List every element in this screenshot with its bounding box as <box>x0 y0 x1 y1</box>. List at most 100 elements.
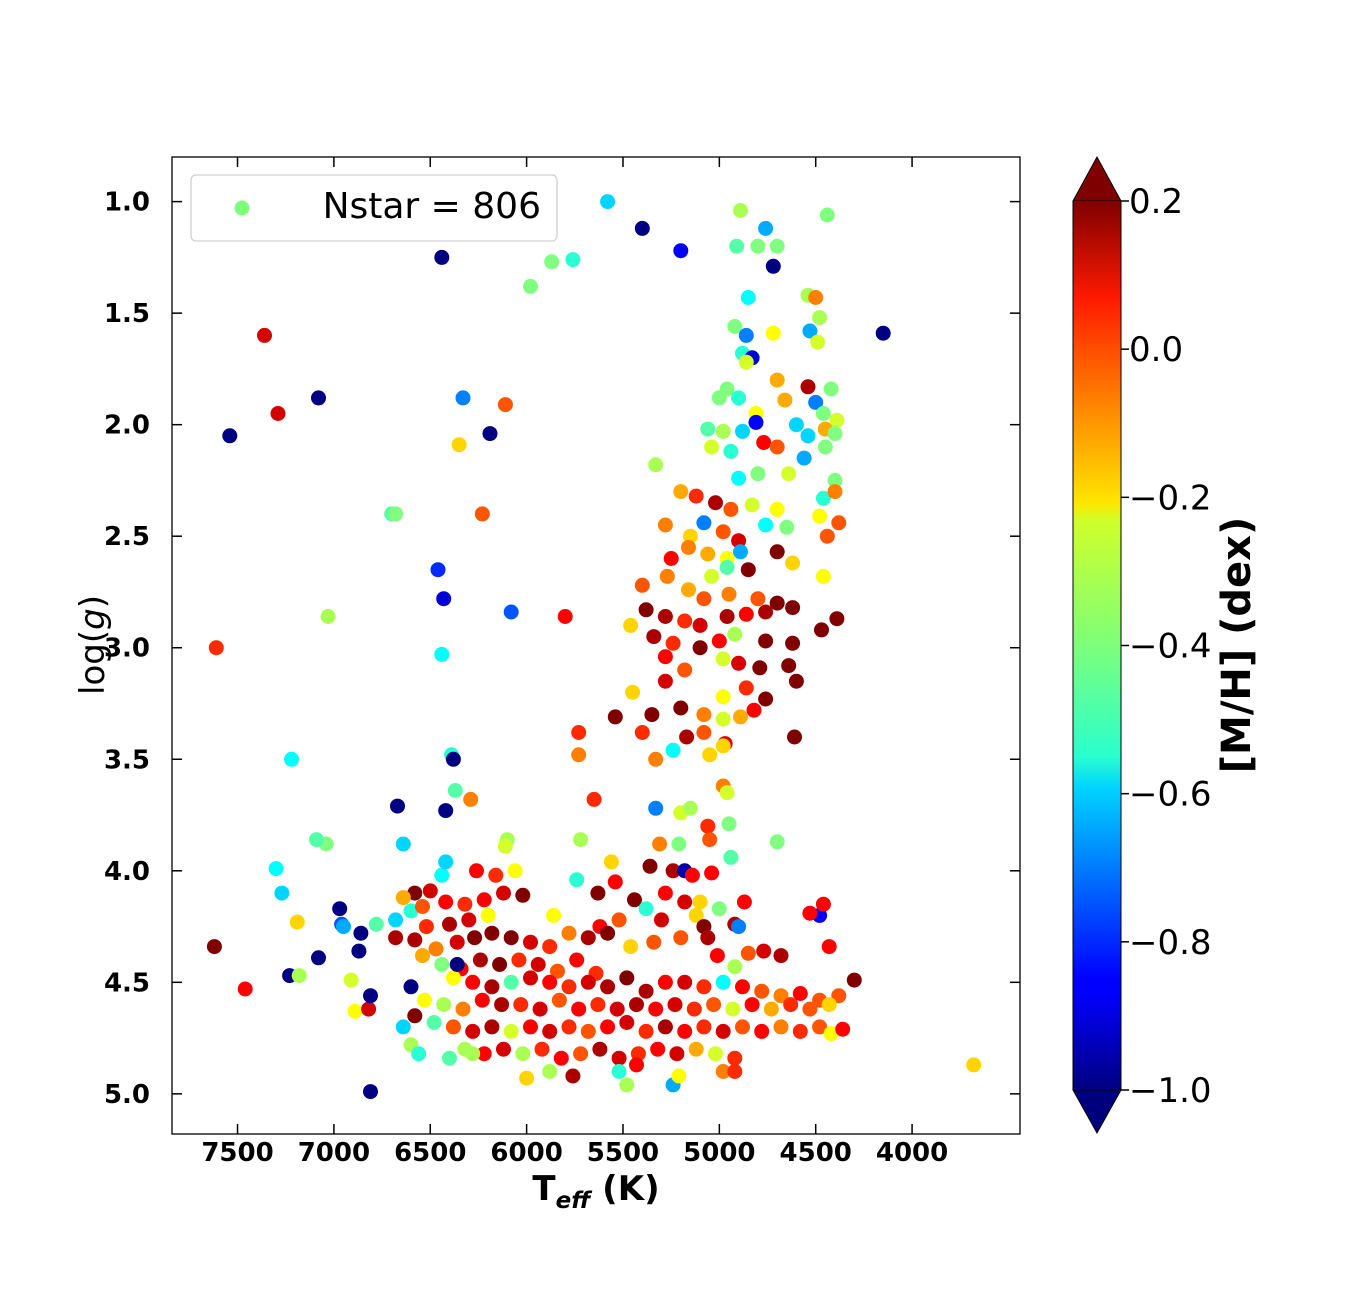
star-point <box>646 629 662 645</box>
star-point <box>815 406 831 421</box>
star-point <box>311 950 326 966</box>
star-point <box>403 903 419 919</box>
star-point <box>561 1019 577 1035</box>
star-point <box>428 941 444 957</box>
star-point <box>657 649 673 665</box>
star-point <box>634 220 650 236</box>
star-point <box>769 544 785 560</box>
star-point <box>846 972 862 988</box>
star-point <box>667 997 683 1013</box>
star-point <box>708 495 723 511</box>
star-point <box>750 591 766 607</box>
star-point <box>482 426 498 442</box>
star-point <box>569 872 585 888</box>
star-point <box>580 930 596 946</box>
star-point <box>642 858 658 874</box>
star-point <box>756 435 772 450</box>
y-axis-title-suffix: ) <box>73 595 113 608</box>
star-point <box>542 939 558 955</box>
star-point <box>388 506 404 522</box>
x-tick-label: 5000 <box>683 1138 755 1168</box>
star-point <box>465 1023 481 1039</box>
star-point <box>565 1068 581 1084</box>
star-point <box>291 968 307 984</box>
star-point <box>688 488 704 504</box>
star-point <box>442 1050 457 1066</box>
star-point <box>679 729 695 745</box>
star-point <box>592 1041 608 1057</box>
star-point <box>817 439 833 455</box>
star-point <box>488 867 504 883</box>
star-point <box>650 1041 666 1057</box>
star-point <box>758 517 774 533</box>
star-point <box>451 437 467 453</box>
star-point <box>781 466 797 482</box>
star-point <box>700 421 716 437</box>
star-point <box>497 397 513 413</box>
star-point <box>336 919 351 935</box>
star-point <box>719 785 735 801</box>
star-point <box>623 939 639 955</box>
star-point <box>657 974 673 990</box>
star-point <box>785 555 801 571</box>
star-point <box>347 1003 363 1019</box>
star-point <box>773 988 789 1004</box>
star-point <box>476 892 492 908</box>
star-point <box>496 885 511 901</box>
star-point <box>619 1077 635 1093</box>
star-point <box>657 517 673 533</box>
star-point <box>740 290 756 305</box>
star-point <box>773 948 789 964</box>
star-point <box>418 919 434 935</box>
star-point <box>363 988 378 1004</box>
star-point <box>711 390 727 406</box>
star-point <box>769 439 785 455</box>
star-point <box>629 1057 644 1073</box>
star-point <box>625 684 641 700</box>
star-point <box>619 1015 635 1030</box>
star-point <box>395 836 411 852</box>
star-point <box>733 203 748 218</box>
star-point <box>503 1023 519 1039</box>
star-point <box>738 354 754 370</box>
star-point <box>442 916 457 932</box>
star-point <box>673 243 689 259</box>
star-point <box>665 635 681 651</box>
star-point <box>638 1023 654 1039</box>
star-point <box>692 617 708 633</box>
star-point <box>550 963 565 979</box>
star-point <box>758 604 774 620</box>
star-point <box>733 709 748 725</box>
star-point <box>438 803 454 819</box>
data-points <box>206 194 982 1100</box>
star-point <box>268 861 284 877</box>
star-point <box>496 1041 511 1057</box>
star-point <box>415 899 430 914</box>
star-point <box>669 1046 685 1062</box>
star-point <box>808 290 824 305</box>
x-tick-label: 7000 <box>298 1138 370 1168</box>
star-point <box>657 1019 673 1035</box>
star-point <box>736 894 752 910</box>
star-point <box>754 1023 770 1039</box>
star-point <box>434 957 450 972</box>
star-point <box>542 1064 558 1079</box>
star-point <box>696 515 712 531</box>
star-point <box>619 970 635 986</box>
star-point <box>449 934 465 950</box>
star-point <box>523 934 538 950</box>
star-point <box>715 689 731 705</box>
star-point <box>449 957 465 972</box>
star-point <box>731 919 747 935</box>
star-point <box>497 838 513 854</box>
star-point <box>966 1057 982 1073</box>
star-point <box>727 959 743 975</box>
star-point <box>744 997 760 1013</box>
star-point <box>731 655 747 671</box>
y-axis-title-prefix: log( <box>73 630 113 695</box>
star-point <box>484 1019 500 1035</box>
x-tick-label: 6500 <box>394 1138 466 1168</box>
star-point <box>472 952 488 968</box>
star-point <box>802 905 818 921</box>
